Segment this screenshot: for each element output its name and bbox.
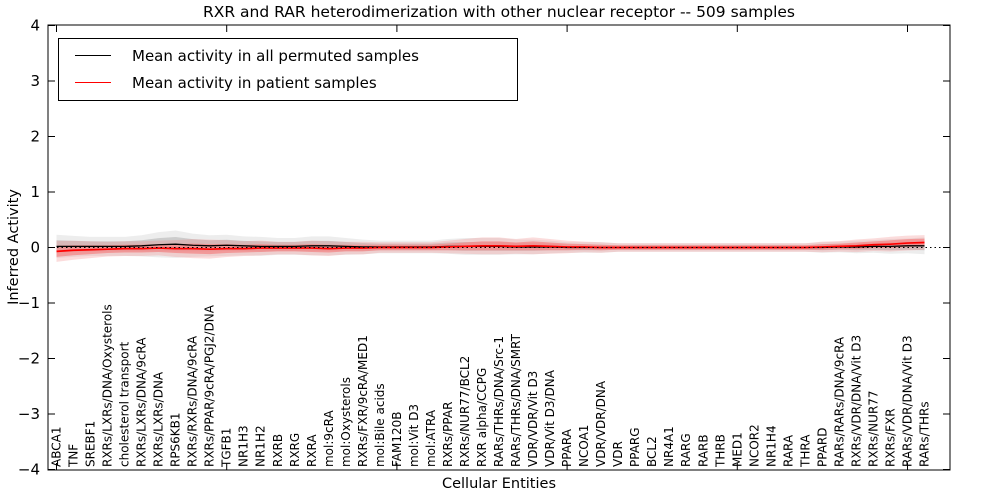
y-tick-label: 2 <box>30 128 40 146</box>
category-label: RXR alpha/CCPG <box>475 368 489 467</box>
category-label: NR4A1 <box>662 426 676 467</box>
category-label: VDR/VDR/DNA <box>594 380 608 467</box>
y-tick-label: 4 <box>30 17 40 35</box>
y-tick-label: −1 <box>18 294 40 312</box>
category-label: RARG <box>679 433 693 467</box>
category-label: VDR <box>611 441 625 467</box>
category-label: NR1H4 <box>764 425 778 467</box>
category-label: RXRs/LXRs/DNA/9cRA <box>135 337 149 467</box>
category-label: SREBF1 <box>84 421 98 467</box>
category-label: RXRs/FXR <box>883 408 897 467</box>
legend: Mean activity in all permuted samples Me… <box>58 38 518 101</box>
category-label: RXRA <box>305 434 319 467</box>
category-label: RARs/THRs/DNA/Src-1 <box>492 336 506 467</box>
chart-title: RXR and RAR heterodimerization with othe… <box>202 3 796 21</box>
category-label: RARs/RARs/DNA/9cRA <box>832 336 846 467</box>
category-label: MED1 <box>730 432 744 467</box>
category-label: FAM120B <box>390 412 404 468</box>
legend-row-patient: Mean activity in patient samples <box>59 69 517 96</box>
category-label: RXRs/NUR77 <box>866 390 880 467</box>
category-label: mol:ATRA <box>424 409 438 467</box>
y-tick-label: −2 <box>18 350 40 368</box>
y-tick-label: 1 <box>30 183 40 201</box>
category-label: RARs/VDR/DNA/Vit D3 <box>901 335 915 467</box>
category-label: RXRs/LXRs/DNA/Oxysterols <box>101 304 115 467</box>
category-label: mol:Bile acids <box>373 383 387 467</box>
category-label: RXRs/NUR77/BCL2 <box>458 356 472 467</box>
category-label: RXRs/VDR/DNA/Vit D3 <box>849 335 863 467</box>
category-label: mol:9cRA <box>322 410 336 467</box>
category-label: RXRs/FXR/9cRA/MED1 <box>356 335 370 467</box>
category-label: NCOA1 <box>577 425 591 467</box>
y-tick-label: 0 <box>30 239 40 257</box>
category-label: NR1H3 <box>237 425 251 467</box>
y-tick-label: −4 <box>18 461 40 479</box>
line-patient <box>56 241 925 253</box>
category-label: PPARG <box>628 427 642 467</box>
legend-row-permuted: Mean activity in all permuted samples <box>59 42 517 69</box>
category-label: cholesterol transport <box>118 341 132 467</box>
legend-permuted-label: Mean activity in all permuted samples <box>132 46 419 65</box>
y-axis-label: Inferred Activity <box>6 189 22 305</box>
category-label: RXRs/PPAR/9cRA/PGJ2/DNA <box>203 304 217 467</box>
category-label: PPARD <box>815 428 829 468</box>
category-label: VDR/VDR/Vit D3 <box>526 371 540 467</box>
category-label: THRA <box>798 434 812 468</box>
category-label: RPS6KB1 <box>169 412 183 467</box>
category-label: RXRs/PPAR <box>441 402 455 467</box>
x-axis-label: Cellular Entities <box>441 476 557 492</box>
category-label: mol:Oxysterols <box>339 377 353 467</box>
category-label: RARs/THRs/DNA/SMRT <box>509 333 523 467</box>
category-label: TGFB1 <box>220 428 234 468</box>
category-label: RXRs/LXRs/DNA <box>152 371 166 467</box>
legend-patient-line-icon <box>75 82 111 83</box>
category-label: mol:Vit D3 <box>407 404 421 467</box>
category-label: RARB <box>696 434 710 467</box>
category-label: ABCA1 <box>50 427 64 467</box>
category-label: NCOR2 <box>747 424 761 467</box>
category-label: BCL2 <box>645 436 659 467</box>
legend-patient-label: Mean activity in patient samples <box>132 73 377 92</box>
category-label: VDR/Vit D3/DNA <box>543 369 557 467</box>
category-label: RARs/THRs <box>918 401 932 467</box>
y-tick-label: −3 <box>18 405 40 423</box>
category-label: RXRs/RXRs/DNA/9cRA <box>186 335 200 467</box>
category-label: RARA <box>781 434 795 467</box>
category-label: PPARA <box>560 428 574 467</box>
legend-permuted-line-icon <box>75 55 111 56</box>
category-label: THRB <box>713 434 727 468</box>
category-label: RXRG <box>288 433 302 467</box>
y-tick-label: 3 <box>30 72 40 90</box>
category-label: NR1H2 <box>254 425 268 467</box>
category-label: TNF <box>67 444 81 468</box>
category-label: RXRB <box>271 434 285 467</box>
band-patient <box>56 238 925 257</box>
